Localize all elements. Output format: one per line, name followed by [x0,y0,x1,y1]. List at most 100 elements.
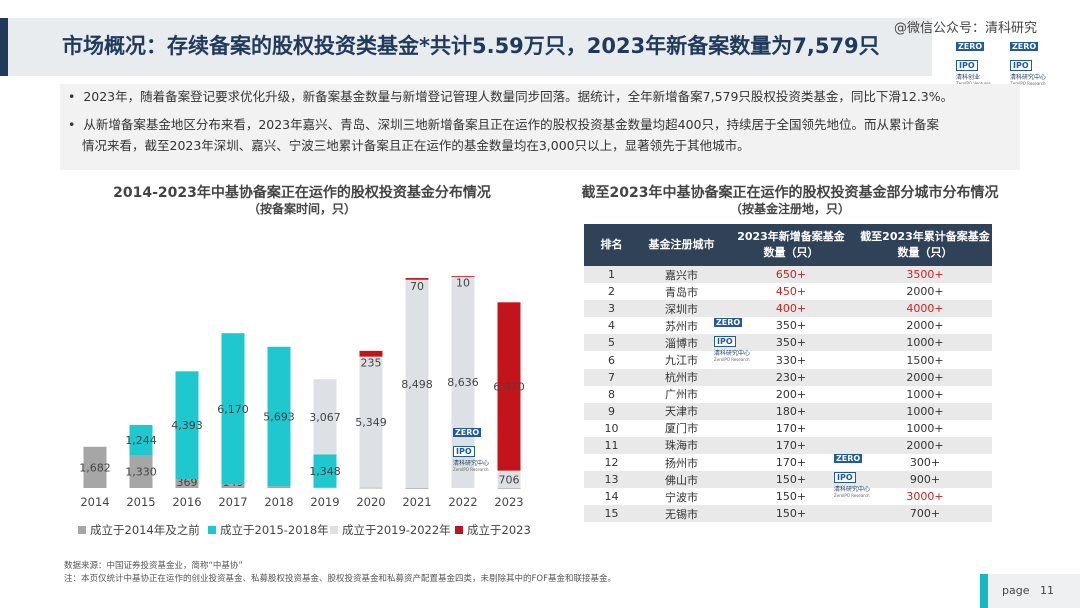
cell-cumulative: 1000+ [858,402,992,420]
x-tick-label: 2016 [172,495,201,509]
cell-new-2023: 170+ [724,419,858,437]
bar-segment [267,486,291,488]
footnote-source: 数据来源：中国证券投资基金业，简称“中基协” [64,561,243,571]
data-label: 369 [177,476,198,489]
cell-city: 青岛市 [639,283,724,301]
x-tick-label: 2014 [80,495,109,509]
cell-new-2023: 150+ [724,505,858,523]
bar-segment [497,487,521,489]
cell-cumulative: 900+ [858,471,992,489]
legend-item-3: 成立于2019-2022年 [330,522,451,538]
cell-city: 无锡市 [639,505,724,523]
table-watermark-logo-1: ZEROIPO 清科研究中心 ZeroIPO Research [714,318,751,362]
header-city: 基金注册城市 [639,224,724,266]
legend-swatch [208,526,216,534]
cell-cumulative: 1500+ [858,351,992,369]
stacked-bar-chart: 1,68220141,3301,24420153694,39320161496,… [79,276,525,509]
data-label: 8,636 [447,376,479,389]
cell-new-2023: 200+ [724,385,858,403]
cell-city: 宁波市 [639,488,724,506]
cell-new-2023: 650+ [724,266,858,284]
footnote: 数据来源：中国证券投资基金业，简称“中基协” 注：本页仅统计中基协正在运作的创业… [64,560,616,586]
legend-item-1: 成立于2014年及之前 [78,522,200,538]
data-label: 1,682 [79,461,111,474]
legend-swatch [78,526,86,534]
bar-segment [405,487,429,489]
cell-city: 深圳市 [639,300,724,318]
bullet-2-cont: 情况来看，截至2023年深圳、嘉兴、宁波三地累计备案且正在运作的基金数量均在3,… [82,138,750,153]
cell-cumulative: 700+ [858,505,992,523]
cell-new-2023: 350+ [724,317,858,335]
left-chart-subtitle: （按备案时间，只） [247,202,356,216]
cell-city: 杭州市 [639,368,724,386]
page-accent [980,574,988,608]
table-row: 15 无锡市 150+ 700+ [584,505,992,523]
bar-segment [359,487,383,489]
watermark: @微信公众号：清科研究 [894,21,1038,36]
cell-new-2023: 150+ [724,488,858,506]
bar-segment [175,478,199,488]
bar-segment [129,424,153,456]
cell-new-2023: 150+ [724,471,858,489]
header-new-2023: 2023年新增备案基金 数量（只） [724,224,858,266]
cell-new-2023: 170+ [724,454,858,472]
bar-segment [497,302,521,471]
cell-cumulative: 1000+ [858,419,992,437]
x-tick-label: 2020 [356,495,385,509]
data-label: 1,330 [125,466,157,479]
bar-segment [451,276,475,277]
data-label: 4,393 [171,419,203,432]
table-row: 8 广州市 200+ 1000+ [584,385,992,403]
bar-segment [405,278,429,280]
cell-new-2023: 330+ [724,351,858,369]
cell-cumulative: 300+ [858,454,992,472]
cell-rank: 8 [584,385,639,403]
zeroipo-research-logo: ZEROIPO 清科研究中心 ZeroIPO Research [1010,42,1047,86]
cell-rank: 12 [584,454,639,472]
table-row: 2 青岛市 450+ 2000+ [584,283,992,301]
cell-city: 嘉兴市 [639,266,724,284]
cell-rank: 2 [584,283,639,301]
title-bar [0,18,932,76]
cell-rank: 11 [584,436,639,455]
cell-rank: 10 [584,419,639,437]
table-row: 12 扬州市 170+ 300+ [584,454,992,472]
city-table: 排名 基金注册城市 2023年新增备案基金 数量（只） 截至2023年累计备案基… [584,224,992,523]
cell-new-2023: 400+ [724,300,858,318]
cell-city: 苏州市 [639,317,724,335]
data-label: 10 [456,276,470,289]
cell-rank: 4 [584,317,639,335]
table-watermark-logo-2: ZEROIPO 清科研究中心 ZeroIPO Research [834,454,871,498]
cell-rank: 7 [584,368,639,386]
cell-city: 淄博市 [639,334,724,352]
x-tick-label: 2015 [126,495,155,509]
footnote-note: 注：本页仅统计中基协正在运作的创业投资基金、私募股权投资基金、股权投资基金和私募… [64,574,616,584]
bar-segment [83,446,107,488]
cell-new-2023: 170+ [724,436,858,455]
cell-cumulative: 2000+ [858,368,992,386]
x-tick-label: 2023 [494,495,523,509]
data-label: 8,498 [401,378,433,391]
table-row: 14 宁波市 150+ 3000+ [584,488,992,506]
bar-segment [221,333,245,485]
bar-segment [221,484,245,488]
x-tick-label: 2019 [310,495,339,509]
table-row: 9 天津市 180+ 1000+ [584,402,992,420]
x-tick-label: 2018 [264,495,293,509]
cell-city: 九江市 [639,351,724,369]
table-row: 10 厦门市 170+ 1000+ [584,419,992,437]
table-row: 1 嘉兴市 650+ 3500+ [584,266,992,284]
cell-rank: 3 [584,300,639,318]
bar-segment [359,356,383,488]
cell-city: 扬州市 [639,454,724,472]
data-label: 706 [499,473,520,486]
cell-rank: 5 [584,334,639,352]
bar-segment [267,346,291,487]
right-table-subtitle: （按基金注册地，只） [729,202,850,216]
cell-city: 厦门市 [639,419,724,437]
table-row: 6 九江市 330+ 1500+ [584,351,992,369]
page-title: 市场概况：存续备案的股权投资类基金*共计5.59万只，2023年新备案数量为7,… [62,34,880,58]
data-label: 1,244 [125,434,157,447]
legend-swatch [330,526,338,534]
cell-city: 天津市 [639,402,724,420]
